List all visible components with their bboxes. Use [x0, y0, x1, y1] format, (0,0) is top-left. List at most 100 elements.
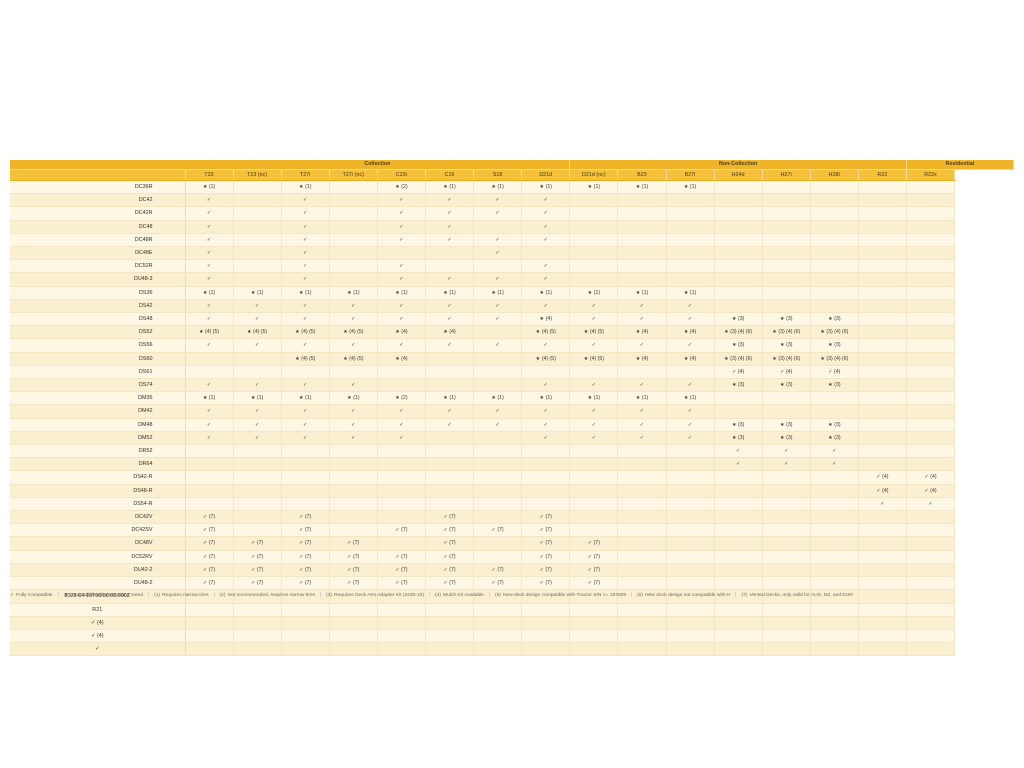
- legend-item: ✓ Fully Compatible: [10, 592, 53, 600]
- table-row: DS74 ✓ ✓ ✓ ✓ ✓ ✓ ✓ ✓ ★ (3) ★ (3) ★ (3): [10, 378, 1014, 393]
- row-label[interactable]: DC52R: [10, 259, 186, 274]
- row-label[interactable]: DU42-2: [10, 563, 186, 578]
- row-label[interactable]: DS54-R: [10, 497, 186, 512]
- compat-cell: ✓ (7): [425, 510, 475, 525]
- compat-cell: ✓ (7): [377, 523, 426, 538]
- row-label[interactable]: DS56: [10, 338, 186, 353]
- compat-mark: ✓ (7): [539, 566, 552, 573]
- compat-cell: ✓: [521, 431, 571, 446]
- row-label[interactable]: DS42: [10, 299, 186, 314]
- compat-cell: [233, 470, 282, 485]
- compat-cell: ✓: [281, 312, 330, 327]
- row-label[interactable]: DC48: [10, 220, 186, 234]
- column-header-t23[interactable]: T23: [185, 169, 234, 181]
- column-header-t27i-nc[interactable]: T27i (nc): [329, 169, 378, 181]
- compat-mark: ✓: [399, 263, 404, 270]
- column-header-s18[interactable]: S18: [473, 169, 523, 181]
- row-label[interactable]: DU48-3: [10, 272, 186, 287]
- row-label[interactable]: DR52: [10, 444, 186, 459]
- column-header-t23-nc[interactable]: T23 (nc): [233, 169, 282, 181]
- row-label[interactable]: DM42: [10, 404, 186, 419]
- compat-cell: ✓: [185, 259, 234, 274]
- compat-cell: ★ (4): [425, 325, 475, 340]
- legend-separator: [488, 592, 490, 597]
- row-label[interactable]: R21: [10, 603, 186, 617]
- row-label[interactable]: DM52: [10, 431, 186, 446]
- compat-cell: ✓ (7): [281, 510, 330, 525]
- column-header-b27i[interactable]: B27i: [666, 169, 715, 181]
- row-label[interactable]: DM48: [10, 418, 186, 432]
- compat-cell: [714, 484, 763, 498]
- row-label[interactable]: DS52: [10, 325, 186, 340]
- compat-cell: ✓: [425, 193, 475, 208]
- row-label[interactable]: DC42R: [10, 206, 186, 221]
- table-row: DS52 ★ (4) (5) ★ (4) (5) ★ (4) (5) ★ (4) (5)…: [10, 325, 1014, 340]
- row-label[interactable]: DC42V: [10, 510, 186, 525]
- row-label[interactable]: DC42SV: [10, 523, 186, 538]
- column-header-h27i[interactable]: H27i: [762, 169, 811, 181]
- compat-mark: ✓: [784, 448, 789, 455]
- compat-cell: ✓: [569, 338, 619, 353]
- compat-cell: ★ (2): [377, 180, 426, 195]
- compat-cell: [233, 365, 282, 380]
- row-label[interactable]: DM36: [10, 391, 186, 406]
- compat-cell: ✓: [329, 312, 378, 327]
- row-label[interactable]: DC36R: [10, 180, 186, 195]
- column-header-r22x[interactable]: R22x: [906, 169, 956, 181]
- row-label[interactable]: DR64: [10, 457, 186, 472]
- column-header-r22[interactable]: R22: [858, 169, 908, 181]
- column-header-h24d[interactable]: H24d: [714, 169, 763, 181]
- column-header-b23[interactable]: B23: [617, 169, 667, 181]
- row-label[interactable]: DU48-2: [10, 576, 186, 591]
- compat-cell: ★ (4): [617, 352, 667, 366]
- row-label[interactable]: DC48E: [10, 246, 186, 261]
- compat-cell: [233, 233, 282, 248]
- row-label[interactable]: DC48R: [10, 233, 186, 248]
- compat-cell: [473, 431, 523, 446]
- row-label[interactable]: ✓: [10, 642, 186, 657]
- compat-cell: [762, 470, 811, 485]
- compat-cell: [425, 457, 475, 472]
- column-header-d21d-nc[interactable]: D21d (nc): [569, 169, 619, 181]
- row-label[interactable]: DC52RV: [10, 550, 186, 564]
- compat-cell: ✓: [281, 206, 330, 221]
- column-header-c19[interactable]: C19: [425, 169, 475, 181]
- row-label[interactable]: DS36: [10, 286, 186, 300]
- row-label[interactable]: DS42-R: [10, 470, 186, 485]
- compat-cell: [906, 325, 956, 340]
- compat-mark: ✓: [639, 434, 645, 441]
- row-label[interactable]: ✓ (4): [10, 629, 186, 644]
- compat-cell: [185, 642, 234, 657]
- row-label[interactable]: DC42: [10, 193, 186, 208]
- row-label[interactable]: 2025-04-16T06:00:00.000Z: [10, 589, 186, 604]
- compat-cell: ✓: [281, 418, 330, 432]
- compat-cell: ★ (1): [425, 286, 475, 300]
- compat-cell: ✓: [521, 338, 571, 353]
- compat-cell: [714, 272, 763, 287]
- column-header-c23i[interactable]: C23i: [377, 169, 426, 181]
- compat-cell: [858, 616, 908, 630]
- legend-separator: [320, 592, 322, 597]
- row-label[interactable]: DS48: [10, 312, 186, 327]
- compat-cell: [569, 365, 619, 380]
- compat-cell: ✓: [233, 312, 282, 327]
- compat-cell: ★ (1): [617, 391, 667, 406]
- row-label[interactable]: DS61: [10, 365, 186, 380]
- row-label[interactable]: ✓ (4): [10, 616, 186, 630]
- column-header-h38i[interactable]: H38i: [810, 169, 859, 181]
- table-row: DM36 ★ (1) ★ (1) ★ (1) ★ (1) ★ (2) ★ (1) ★ (1) ★…: [10, 391, 1014, 406]
- row-label[interactable]: DS48-R: [10, 484, 186, 498]
- table-row: DS60 ★ (4) (5) ★ (4) (5) ★ (4) ★ (4) (5) ★ (4…: [10, 352, 1014, 366]
- compat-cell: [617, 233, 667, 248]
- compat-mark: ✓: [206, 250, 212, 257]
- table-row: DS36 ★ (1) ★ (1) ★ (1) ★ (1) ★ (1) ★ (1) ★ (1) ★…: [10, 286, 1014, 300]
- row-label[interactable]: DS74: [10, 378, 186, 393]
- row-label[interactable]: DC48V: [10, 536, 186, 551]
- compat-cell: ✓: [377, 299, 426, 314]
- row-label[interactable]: DS60: [10, 352, 186, 366]
- compat-mark: ★ (3) (4) (6): [820, 329, 849, 336]
- compat-cell: [810, 470, 859, 485]
- column-header-t27i[interactable]: T27i: [281, 169, 330, 181]
- compat-cell: [810, 299, 859, 314]
- column-header-d21d[interactable]: D21d: [521, 169, 571, 181]
